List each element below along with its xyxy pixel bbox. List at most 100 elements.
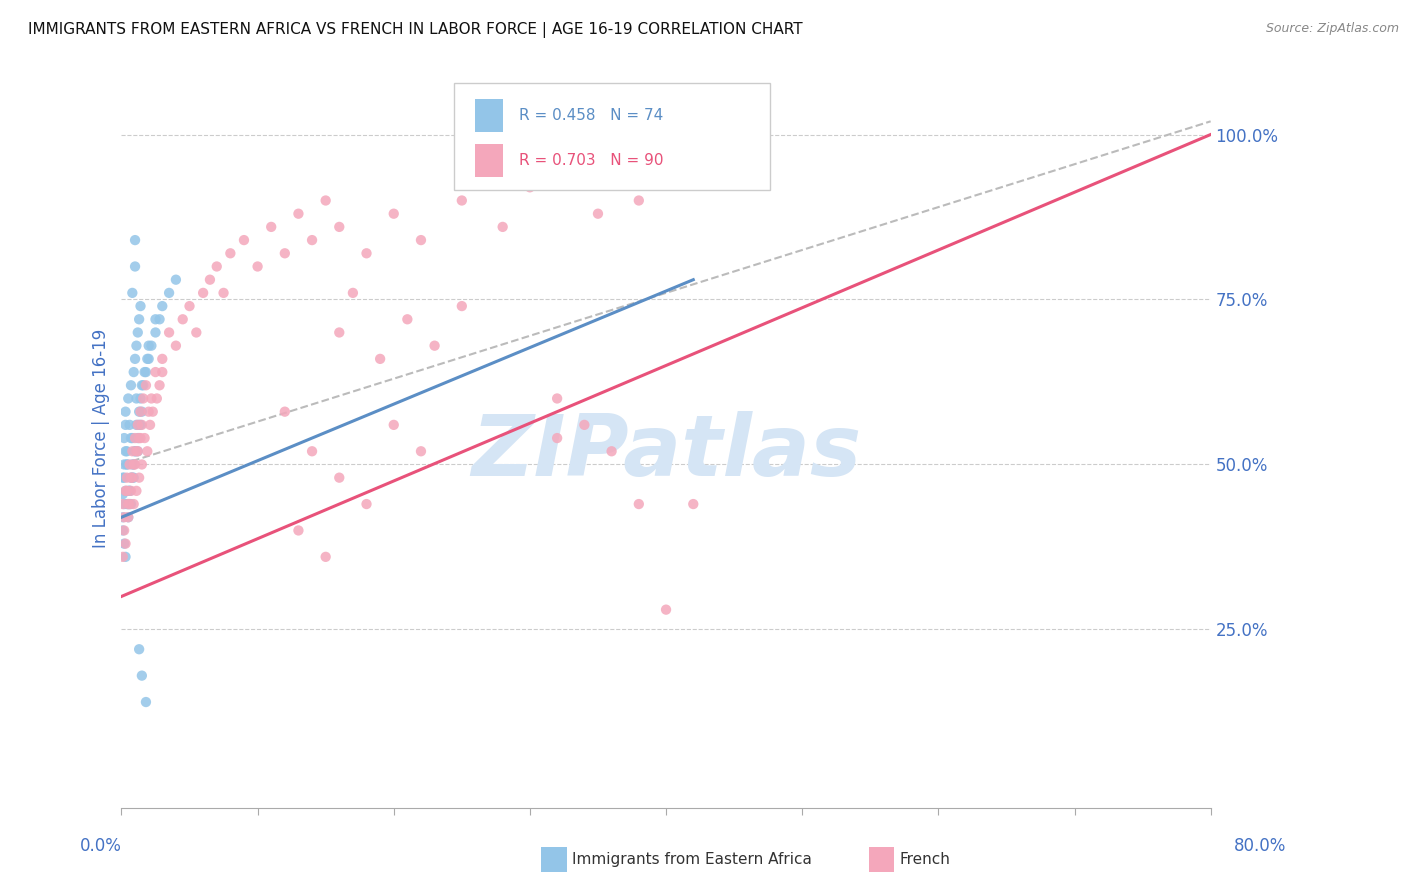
Point [356, 497, 378, 511]
Point [205, 260, 228, 274]
Point [124, 444, 146, 458]
Point [115, 458, 138, 472]
Point [114, 444, 136, 458]
Point [118, 458, 141, 472]
Point [111, 497, 134, 511]
Point [115, 444, 138, 458]
Point [124, 233, 146, 247]
Point [136, 444, 159, 458]
Point [138, 339, 160, 353]
Point [124, 458, 146, 472]
Point [328, 326, 350, 340]
Point [121, 444, 143, 458]
Point [546, 431, 568, 445]
Point [121, 470, 143, 484]
Point [114, 549, 136, 564]
Point [131, 417, 153, 432]
Point [450, 194, 472, 208]
Point [127, 444, 149, 458]
Point [127, 444, 149, 458]
Point [142, 405, 165, 419]
Point [586, 207, 609, 221]
Point [301, 233, 323, 247]
Point [219, 246, 242, 260]
Point [148, 378, 170, 392]
Point [120, 431, 142, 445]
Point [124, 260, 146, 274]
Point [115, 483, 138, 498]
Point [134, 431, 156, 445]
Point [150, 365, 173, 379]
Text: ZIPatlas: ZIPatlas [471, 411, 860, 494]
Point [115, 497, 138, 511]
Point [118, 497, 141, 511]
Point [120, 483, 142, 498]
Y-axis label: In Labor Force | Age 16-19: In Labor Force | Age 16-19 [93, 328, 110, 548]
Text: 80.0%: 80.0% [1234, 837, 1286, 855]
Text: Immigrants from Eastern Africa: Immigrants from Eastern Africa [572, 853, 813, 867]
Point [287, 524, 309, 538]
Point [409, 233, 432, 247]
Point [112, 510, 135, 524]
Point [121, 285, 143, 300]
Point [132, 378, 155, 392]
Point [112, 524, 135, 538]
Point [131, 668, 153, 682]
Point [368, 351, 391, 366]
Point [342, 285, 364, 300]
Point [114, 417, 136, 432]
Point [125, 339, 148, 353]
Point [129, 299, 152, 313]
Point [111, 549, 134, 564]
Point [315, 194, 337, 208]
Point [186, 326, 208, 340]
Point [157, 326, 180, 340]
Point [111, 510, 134, 524]
Point [120, 470, 142, 484]
Point [655, 602, 678, 616]
Point [246, 260, 269, 274]
Point [131, 458, 153, 472]
Point [382, 417, 405, 432]
Point [627, 194, 650, 208]
Point [129, 431, 152, 445]
Point [141, 339, 163, 353]
FancyBboxPatch shape [454, 83, 769, 191]
Point [117, 392, 139, 406]
Point [112, 497, 135, 511]
Point [165, 339, 187, 353]
Point [118, 497, 141, 511]
Point [129, 392, 152, 406]
Point [600, 444, 623, 458]
Point [118, 417, 141, 432]
Point [212, 285, 235, 300]
Point [423, 339, 446, 353]
Point [120, 497, 142, 511]
Point [120, 378, 142, 392]
Point [328, 219, 350, 234]
Point [260, 219, 283, 234]
Point [138, 351, 160, 366]
Point [136, 351, 159, 366]
Point [112, 536, 135, 550]
Point [135, 378, 157, 392]
Text: Source: ZipAtlas.com: Source: ZipAtlas.com [1265, 22, 1399, 36]
Point [124, 431, 146, 445]
Point [274, 405, 297, 419]
Point [128, 470, 150, 484]
Point [138, 405, 160, 419]
Point [145, 365, 167, 379]
Point [135, 365, 157, 379]
Point [627, 497, 650, 511]
Point [546, 392, 568, 406]
Point [121, 470, 143, 484]
Point [150, 351, 173, 366]
Point [111, 487, 134, 501]
Point [125, 417, 148, 432]
Point [124, 351, 146, 366]
Point [409, 444, 432, 458]
Point [117, 510, 139, 524]
Point [382, 207, 405, 221]
Point [165, 273, 187, 287]
Point [148, 312, 170, 326]
